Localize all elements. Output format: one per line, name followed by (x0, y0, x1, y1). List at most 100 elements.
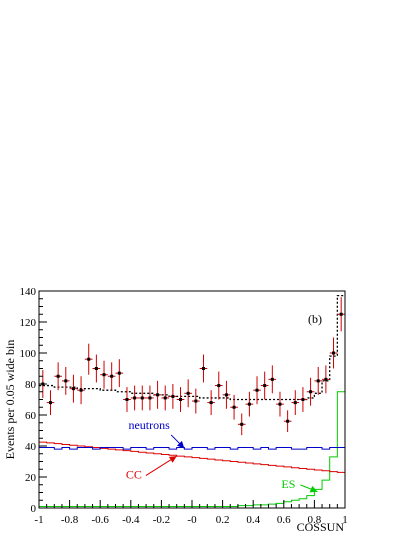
data-point (306, 377, 315, 406)
data-point (77, 376, 85, 405)
axis-layer: -1 -0.8 -0.6 -0.4 -0.2 -0 0.2 0.4 0.6 0.8 1 0 20 40 60… (20, 286, 348, 526)
data-point (123, 387, 131, 412)
data-point-marker (339, 312, 343, 316)
data-point (230, 394, 238, 420)
x-tick-label: -0.8 (61, 514, 79, 526)
data-point-marker (179, 398, 183, 401)
y-tick-label: 80 (25, 379, 37, 391)
data-point (176, 387, 185, 412)
data-point-marker (224, 393, 228, 397)
series-layer (39, 295, 345, 507)
annotation-cc-arrowhead (168, 456, 177, 463)
data-point-marker (301, 398, 305, 401)
data-point (61, 366, 70, 395)
y-tick-label: 60 (25, 410, 37, 422)
y-tick-label: 100 (20, 348, 37, 360)
annotation-layer: neutrons CC ES (126, 418, 318, 493)
data-point (322, 365, 330, 394)
data-point-marker (110, 374, 114, 378)
data-point (46, 390, 55, 415)
data-point (283, 410, 292, 433)
data-point-marker (278, 402, 282, 406)
data-point (100, 360, 108, 389)
data-point-marker (316, 379, 320, 383)
data-point (115, 359, 124, 388)
data-point-marker (148, 396, 152, 400)
data-point (222, 380, 231, 409)
data-point-marker (94, 367, 98, 370)
data-point (237, 413, 246, 436)
data-point-marker (194, 399, 198, 403)
data-point-marker (309, 390, 313, 394)
data-point (184, 379, 192, 408)
x-tick-label: -0 (187, 514, 197, 526)
data-point (314, 366, 323, 395)
data-point (291, 390, 300, 415)
data-point (260, 371, 269, 400)
y-tick-label: 20 (25, 472, 37, 484)
data-point (214, 371, 223, 400)
data-point-marker (171, 394, 175, 398)
series-total-line (39, 295, 345, 401)
data-point-marker (56, 374, 60, 378)
data-point-marker (140, 396, 144, 400)
panel-label: (b) (308, 312, 322, 326)
data-point-marker (209, 401, 213, 405)
data-point-marker (71, 387, 75, 391)
data-point (92, 354, 101, 383)
data-point-marker (217, 384, 221, 388)
x-tick-label: 0.4 (246, 514, 260, 526)
data-point-marker (117, 371, 121, 375)
data-point (169, 384, 177, 409)
data-point (153, 380, 162, 409)
annotation-neutrons-arrowhead (176, 440, 185, 449)
data-point (54, 362, 62, 391)
data-point (130, 385, 139, 411)
data-point-marker (125, 398, 129, 401)
annotation-cc-label: CC (126, 468, 142, 482)
series-neutrons-line (39, 447, 345, 450)
data-point-marker (163, 396, 167, 400)
data-point-marker (255, 388, 259, 392)
data-point-marker (201, 367, 205, 370)
data-point (329, 337, 338, 369)
data-point (253, 376, 261, 405)
data-point-marker (102, 373, 106, 377)
data-point-marker (324, 377, 328, 381)
data-point-marker (48, 401, 52, 405)
y-tick-label: 140 (20, 286, 37, 298)
data-point-marker (156, 393, 160, 397)
data-point-marker (286, 419, 290, 423)
x-tick-label: -1 (34, 514, 43, 526)
data-point-marker (79, 388, 83, 392)
data-point (268, 365, 277, 394)
x-tick-label: 0.2 (216, 514, 230, 526)
y-tick-label: 120 (20, 317, 37, 329)
x-tick-label: 0.6 (277, 514, 291, 526)
data-point-marker (247, 402, 251, 406)
data-point (146, 385, 154, 411)
data-point-marker (64, 379, 68, 383)
data-point-marker (332, 351, 336, 355)
data-point (199, 354, 208, 383)
annotation-es-arrowhead (309, 485, 318, 493)
data-point-marker (263, 384, 267, 388)
y-tick-label: 0 (31, 503, 37, 515)
series-cc-line (39, 441, 345, 473)
annotation-es-label: ES (281, 477, 295, 491)
data-point-marker (240, 422, 244, 426)
data-point-marker (293, 401, 297, 405)
data-point (192, 388, 200, 414)
data-point (337, 297, 345, 332)
data-point (161, 385, 170, 411)
x-tick-label: -0.6 (91, 514, 109, 526)
y-tick-label: 40 (25, 441, 37, 453)
x-tick-label: 1 (342, 514, 348, 526)
annotation-neutrons-label: neutrons (128, 418, 170, 432)
data-point (84, 343, 93, 375)
data-point (69, 374, 78, 403)
data-point-marker (87, 357, 91, 361)
x-tick-label: -0.4 (122, 514, 140, 526)
data-point (107, 362, 116, 391)
